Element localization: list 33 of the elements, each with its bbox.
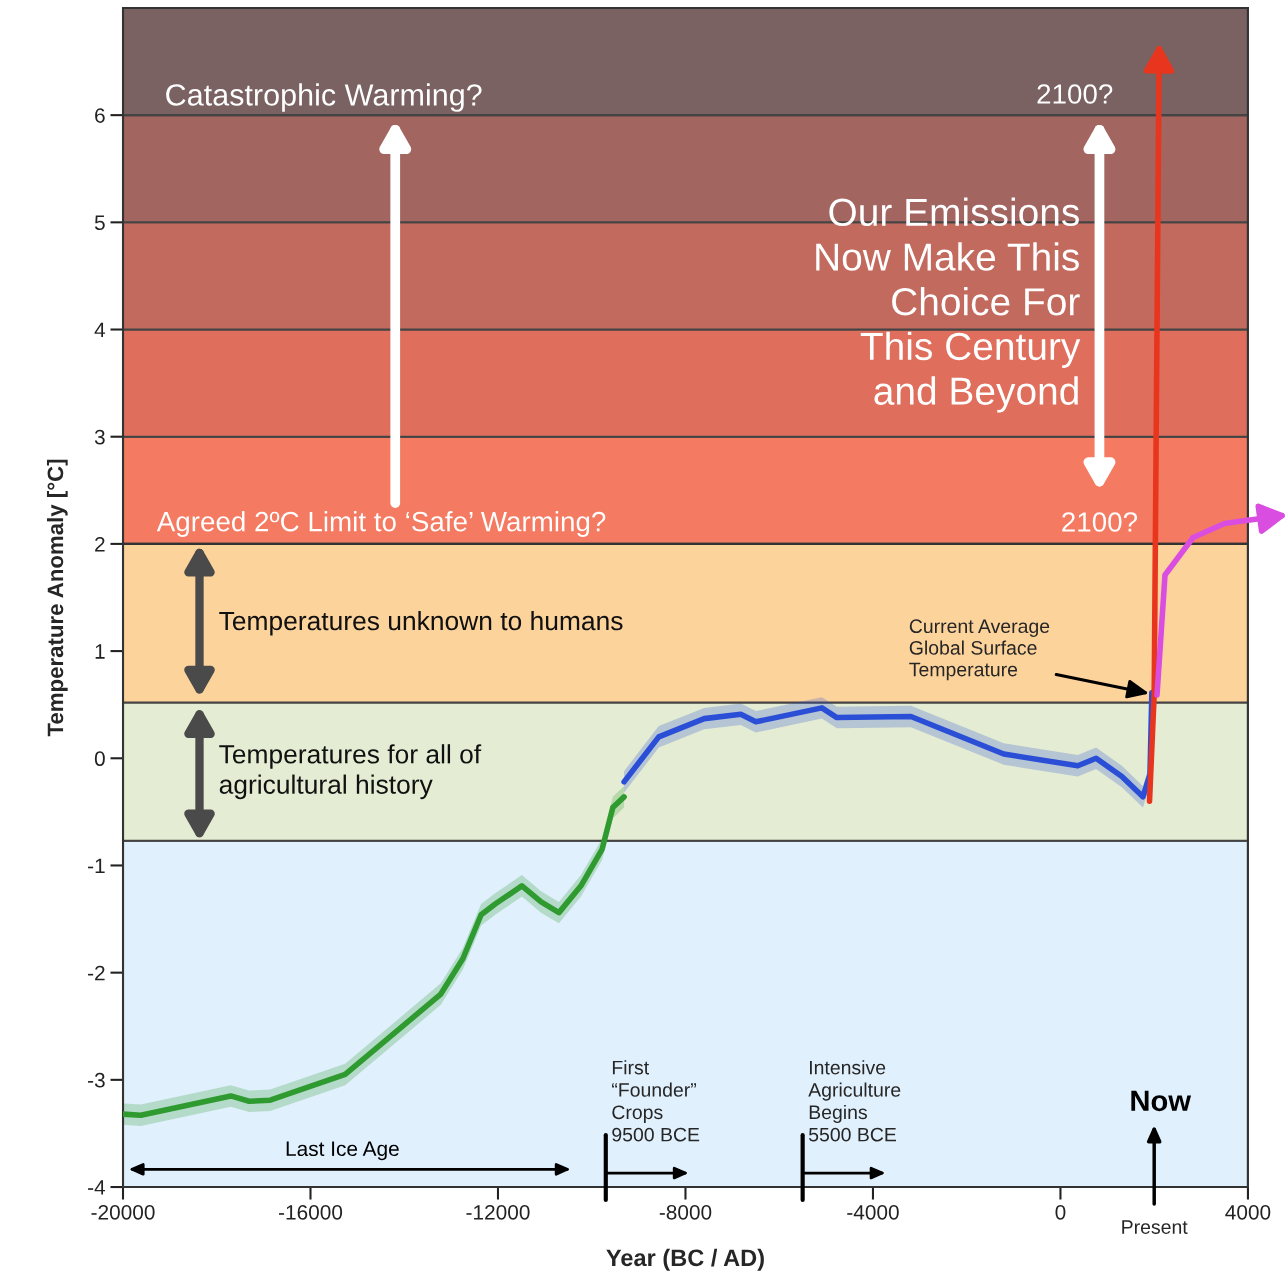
x-tick-label: -20000 [91,1204,155,1220]
y-tick-label: 5 [94,215,105,231]
y-tick-label: -3 [88,1072,105,1088]
y-tick-label: 0 [94,751,105,767]
annotation: 2100? [1062,512,1138,532]
annotation: Present [1122,1220,1188,1234]
y-tick-label: -2 [88,965,105,981]
ref-line-label: Agreed 2ºC Limit to ‘Safe’ Warming? [156,511,606,537]
x-tick-label: -16000 [278,1204,343,1220]
annotation: Current Average Global Surface Temperature [909,619,1050,681]
y-axis-title: Temperature Anomaly [°C] [46,459,68,737]
y-tick-label: 3 [94,429,105,445]
x-tick-label: 0 [1055,1204,1066,1220]
band-label: Temperatures for all of agricultural history [219,744,482,800]
y-tick-label: 4 [94,322,106,338]
y-tick-label: -1 [88,858,105,874]
y-tick-label: 1 [95,644,105,659]
annotation: Now [1131,1090,1192,1112]
annotation: Intensive Agriculture Begins 5500 BCE [808,1060,901,1142]
band-label: Temperatures unknown to humans [219,610,623,636]
y-tick-label: -4 [88,1180,106,1195]
x-tick-label: -4000 [847,1204,899,1220]
annotation: Our Emissions Now Make This Choice For This Century and Beyond [816,197,1081,413]
x-tick-label: 4000 [1225,1204,1271,1220]
y-tick-label: 6 [95,108,105,123]
x-tick-label: -8000 [659,1204,712,1220]
x-axis-title: Year (BC / AD) [606,1248,764,1271]
annotation: 2100? [1037,84,1113,104]
annotation: First “Founder” Crops 9500 BCE [612,1060,700,1142]
y-tick-label: 2 [95,536,105,552]
annotation: Last Ice Age [286,1141,399,1161]
x-tick-label: -12000 [466,1204,530,1220]
annotation: Catastrophic Warming? [166,83,482,112]
